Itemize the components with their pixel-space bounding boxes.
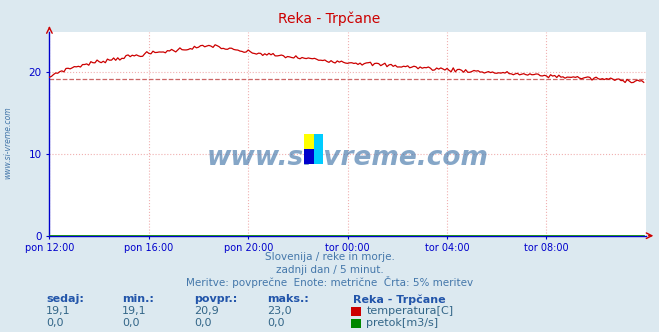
Text: 0,0: 0,0: [194, 318, 212, 328]
Text: 0,0: 0,0: [122, 318, 140, 328]
Text: Slovenija / reke in morje.: Slovenija / reke in morje.: [264, 252, 395, 262]
Text: 23,0: 23,0: [267, 306, 291, 316]
Text: 0,0: 0,0: [46, 318, 64, 328]
Text: min.:: min.:: [122, 294, 154, 304]
Text: 20,9: 20,9: [194, 306, 219, 316]
Text: pretok[m3/s]: pretok[m3/s]: [366, 318, 438, 328]
Text: 0,0: 0,0: [267, 318, 285, 328]
Text: www.si-vreme.com: www.si-vreme.com: [207, 145, 488, 171]
Text: Meritve: povprečne  Enote: metrične  Črta: 5% meritev: Meritve: povprečne Enote: metrične Črta:…: [186, 276, 473, 288]
Text: 19,1: 19,1: [122, 306, 146, 316]
Text: www.si-vreme.com: www.si-vreme.com: [3, 107, 13, 179]
Text: 19,1: 19,1: [46, 306, 71, 316]
Text: povpr.:: povpr.:: [194, 294, 238, 304]
Text: Reka - Trpčane: Reka - Trpčane: [278, 11, 381, 26]
Text: sedaj:: sedaj:: [46, 294, 84, 304]
Text: temperatura[C]: temperatura[C]: [366, 306, 453, 316]
Text: maks.:: maks.:: [267, 294, 308, 304]
Text: Reka - Trpčane: Reka - Trpčane: [353, 294, 445, 305]
Text: zadnji dan / 5 minut.: zadnji dan / 5 minut.: [275, 265, 384, 275]
